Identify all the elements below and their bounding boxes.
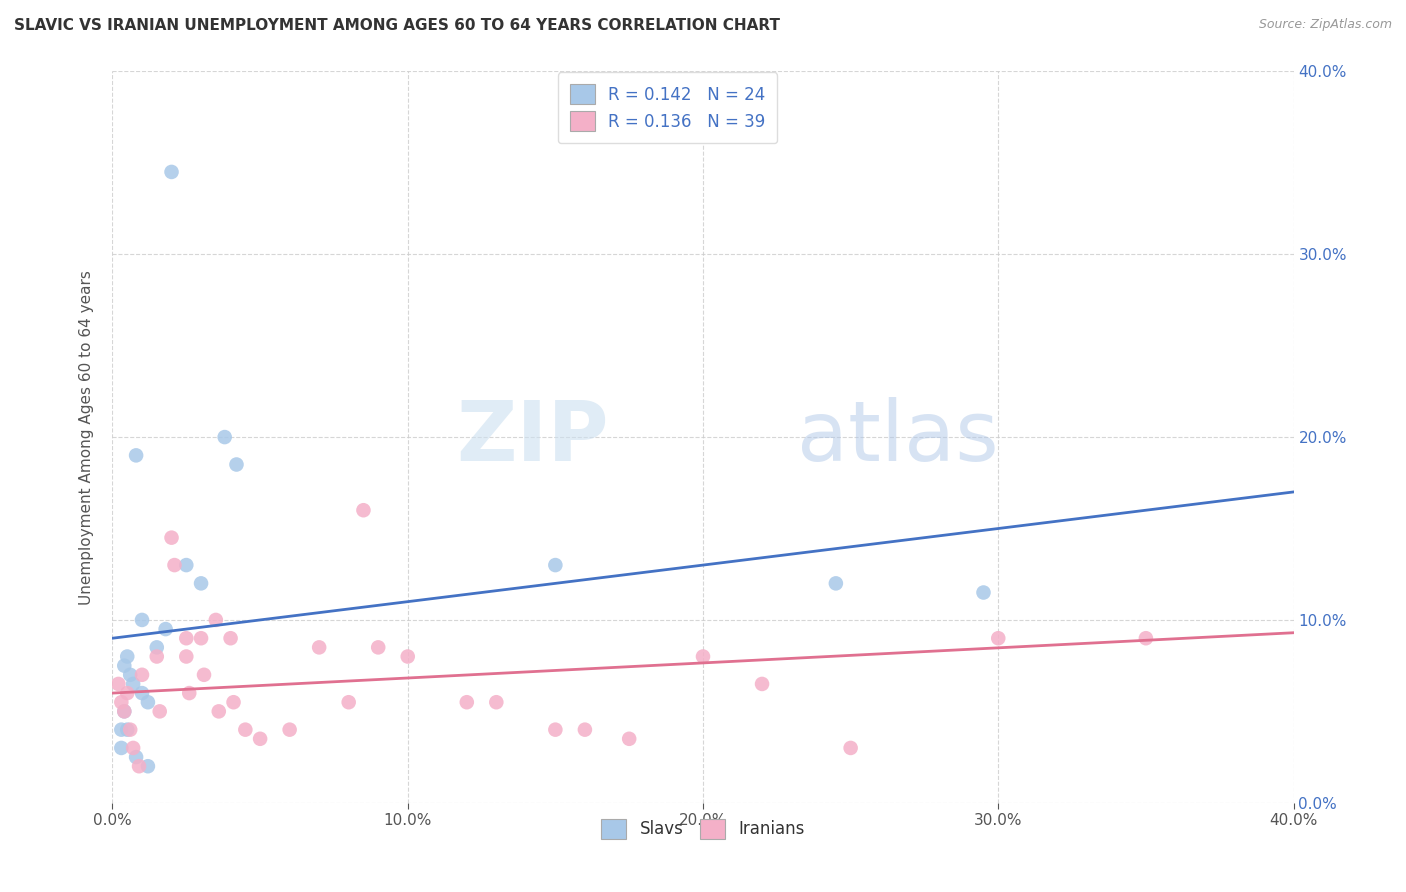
- Point: [136, 759, 159, 773]
- Point: [122, 677, 145, 691]
- Point: [149, 705, 172, 719]
- Point: [163, 558, 186, 573]
- Point: [485, 695, 508, 709]
- Point: [125, 448, 148, 462]
- Point: [544, 558, 567, 573]
- Point: [692, 649, 714, 664]
- Point: [110, 695, 132, 709]
- Point: [751, 677, 773, 691]
- Point: [112, 705, 135, 719]
- Point: [122, 740, 145, 755]
- Point: [1135, 632, 1157, 646]
- Point: [396, 649, 419, 664]
- Point: [987, 632, 1010, 646]
- Point: [160, 165, 183, 179]
- Point: [110, 740, 132, 755]
- Point: [174, 632, 197, 646]
- Legend: Slavs, Iranians: Slavs, Iranians: [595, 812, 811, 846]
- Point: [131, 667, 153, 681]
- Point: [233, 723, 256, 737]
- Text: Source: ZipAtlas.com: Source: ZipAtlas.com: [1258, 18, 1392, 31]
- Point: [112, 705, 135, 719]
- Point: [107, 677, 129, 691]
- Point: [337, 695, 360, 709]
- Point: [190, 632, 212, 646]
- Point: [249, 731, 271, 746]
- Y-axis label: Unemployment Among Ages 60 to 64 years: Unemployment Among Ages 60 to 64 years: [79, 269, 94, 605]
- Point: [839, 740, 862, 755]
- Point: [205, 613, 228, 627]
- Point: [131, 613, 153, 627]
- Point: [208, 705, 231, 719]
- Text: ZIP: ZIP: [456, 397, 609, 477]
- Point: [367, 640, 389, 655]
- Point: [193, 667, 215, 681]
- Point: [179, 686, 201, 700]
- Point: [117, 723, 138, 737]
- Point: [352, 503, 374, 517]
- Point: [544, 723, 567, 737]
- Point: [219, 632, 242, 646]
- Point: [160, 531, 183, 545]
- Point: [225, 458, 247, 472]
- Point: [174, 649, 197, 664]
- Point: [131, 686, 153, 700]
- Point: [136, 695, 159, 709]
- Point: [125, 750, 148, 764]
- Point: [456, 695, 478, 709]
- Point: [278, 723, 301, 737]
- Point: [146, 640, 169, 655]
- Point: [120, 667, 142, 681]
- Point: [574, 723, 596, 737]
- Point: [146, 649, 169, 664]
- Point: [222, 695, 245, 709]
- Point: [214, 430, 236, 444]
- Point: [120, 723, 142, 737]
- Point: [117, 649, 138, 664]
- Point: [190, 576, 212, 591]
- Point: [128, 759, 150, 773]
- Point: [155, 622, 177, 636]
- Text: SLAVIC VS IRANIAN UNEMPLOYMENT AMONG AGES 60 TO 64 YEARS CORRELATION CHART: SLAVIC VS IRANIAN UNEMPLOYMENT AMONG AGE…: [14, 18, 780, 33]
- Point: [117, 686, 138, 700]
- Point: [824, 576, 846, 591]
- Point: [174, 558, 197, 573]
- Point: [112, 658, 135, 673]
- Point: [973, 585, 995, 599]
- Text: atlas: atlas: [797, 397, 1000, 477]
- Point: [619, 731, 641, 746]
- Point: [110, 723, 132, 737]
- Point: [308, 640, 330, 655]
